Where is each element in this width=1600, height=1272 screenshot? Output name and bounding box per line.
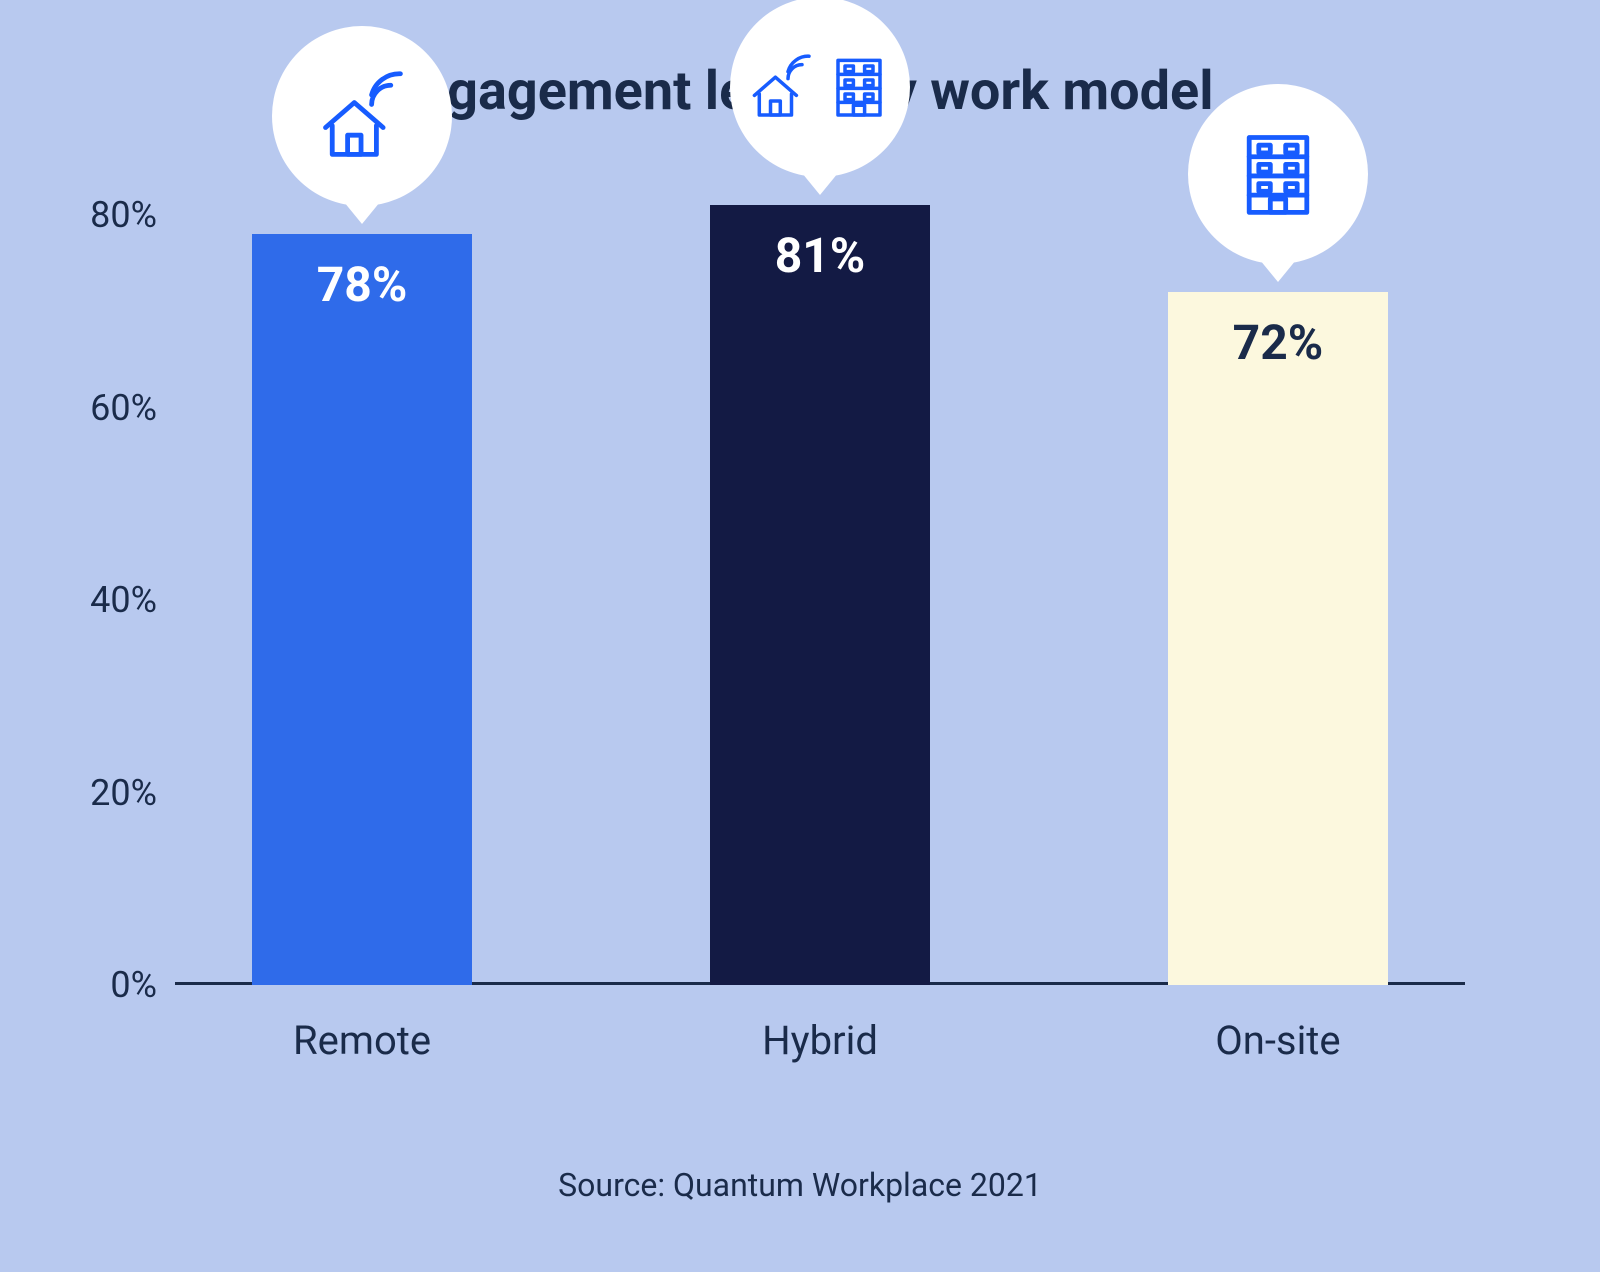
bubble-tail [344,202,380,224]
chart-source: Source: Quantum Workplace 2021 [0,1166,1600,1204]
chart-stage: Engagement levels by work model 0%20%40%… [0,0,1600,1272]
icon-bubble [272,26,452,206]
icon-bubble [1188,84,1368,264]
icon-row [1230,126,1326,222]
chart-plot-area: 0%20%40%60%80%78%Remote81%Hybrid72%On-si… [175,215,1465,985]
y-axis-tick: 40% [90,579,175,621]
y-axis-tick: 60% [90,387,175,429]
bar-value-label: 78% [252,256,472,313]
bar-group: 78%Remote [252,26,472,985]
category-label: Remote [293,985,431,1064]
bar: 72% [1168,292,1388,985]
icon-row [746,52,894,122]
y-axis-tick: 20% [90,772,175,814]
building-icon [1230,126,1326,222]
y-axis-tick: 80% [90,194,175,236]
icon-bubble [730,0,910,177]
bar-value-label: 72% [1168,314,1388,371]
category-label: Hybrid [762,985,878,1064]
y-axis-tick: 0% [110,964,175,1006]
bar-group: 81%Hybrid [710,0,930,985]
bar-value-label: 81% [710,227,930,284]
bar: 78% [252,234,472,985]
bar-group: 72%On-site [1168,84,1388,985]
building-icon [824,52,894,122]
home-wifi-icon [746,52,816,122]
bubble-tail [802,173,838,195]
icon-row [314,68,410,164]
category-label: On-site [1215,985,1340,1064]
bar: 81% [710,205,930,985]
bubble-tail [1260,260,1296,282]
home-wifi-icon [314,68,410,164]
